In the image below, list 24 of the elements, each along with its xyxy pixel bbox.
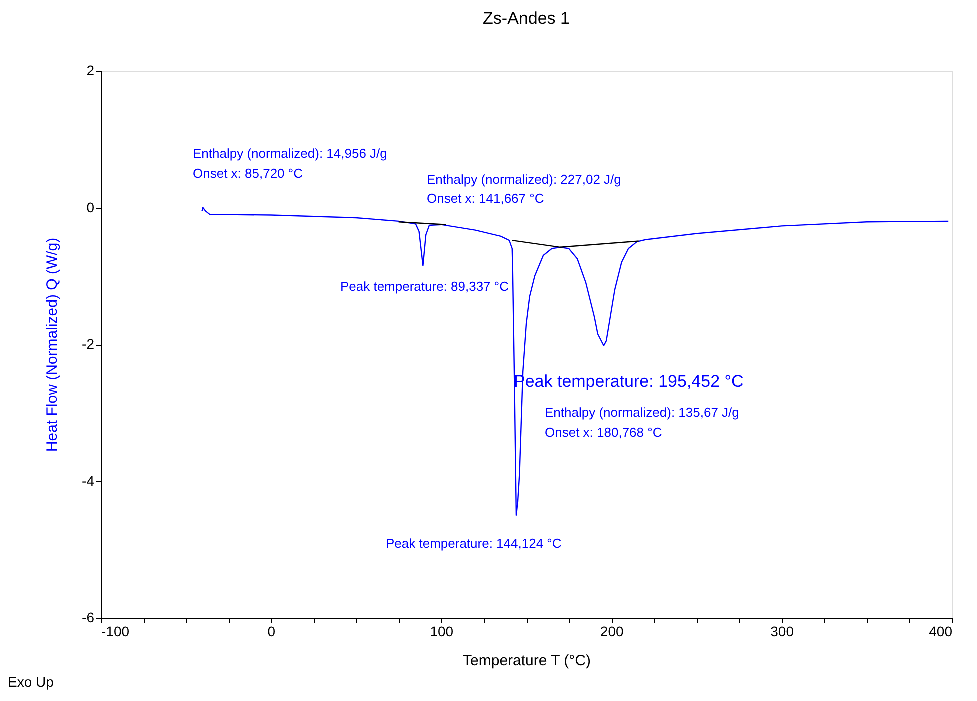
annotation: Onset x: 85,720 °C bbox=[193, 166, 303, 181]
y-tick-label: -6 bbox=[82, 610, 95, 626]
annotation: Enthalpy (normalized): 14,956 J/g bbox=[193, 146, 388, 161]
line-series bbox=[202, 207, 950, 516]
annotation: Peak temperature: 89,337 °C bbox=[340, 279, 509, 294]
x-tick-label: 200 bbox=[600, 624, 624, 640]
chart-title: Zs-Andes 1 bbox=[483, 9, 570, 28]
x-tick-label: 400 bbox=[929, 624, 953, 640]
annotation: Enthalpy (normalized): 135,67 J/g bbox=[545, 405, 740, 420]
y-tick-label: -4 bbox=[82, 472, 95, 489]
x-tick-label: 0 bbox=[268, 624, 276, 640]
y-axis-title: Heat Flow (Normalized) Q (W/g) bbox=[44, 238, 62, 452]
text: Exo Up bbox=[8, 674, 54, 690]
annotation: Enthalpy (normalized): 227,02 J/g bbox=[427, 172, 622, 187]
y-tick-label: -2 bbox=[82, 336, 95, 352]
annotation: Onset x: 141,667 °C bbox=[427, 191, 544, 206]
x-tick-label: 300 bbox=[770, 624, 794, 640]
annotation: Onset x: 180,768 °C bbox=[545, 425, 662, 440]
y-tick-label: 2 bbox=[86, 62, 95, 78]
x-tick-label: 100 bbox=[430, 624, 454, 640]
x-axis-title: Temperature T (°C) bbox=[463, 652, 591, 670]
annotation: Peak temperature: 144,124 °C bbox=[386, 536, 562, 551]
x-tick-label: -100 bbox=[102, 624, 130, 640]
y-tick-label: 0 bbox=[86, 199, 95, 216]
